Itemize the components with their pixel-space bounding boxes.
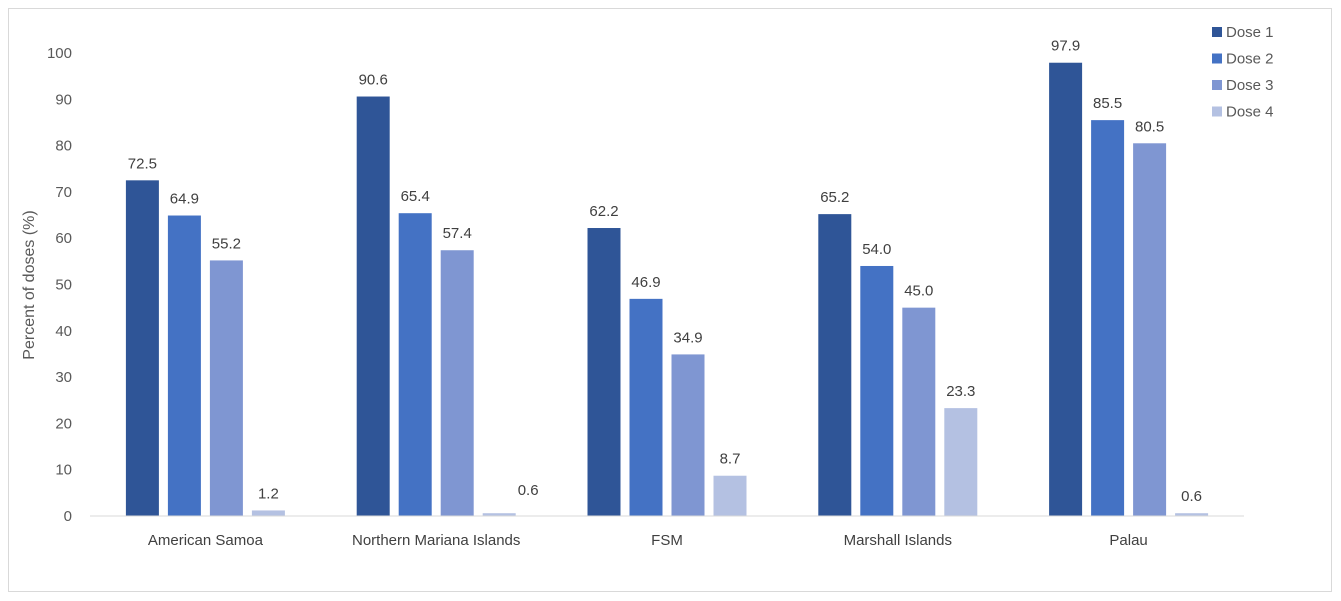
data-label: 46.9 <box>631 274 660 291</box>
bar-dose-4 <box>482 513 516 516</box>
data-label: 0.6 <box>518 482 539 499</box>
legend-label: Dose 1 <box>1226 24 1274 41</box>
y-tick-label: 100 <box>47 45 72 62</box>
y-tick-label: 80 <box>55 138 72 155</box>
bar-dose-2 <box>629 298 663 516</box>
x-category-label: American Samoa <box>148 532 264 549</box>
bar-dose-3 <box>1133 143 1167 516</box>
bar-dose-3 <box>209 260 243 516</box>
legend-swatch <box>1212 106 1222 117</box>
bar-dose-4 <box>1175 513 1209 516</box>
y-tick-label: 30 <box>55 369 72 386</box>
bar-dose-3 <box>902 307 936 516</box>
bar-dose-3 <box>671 354 705 516</box>
bar-dose-1 <box>587 228 621 516</box>
x-category-label: Marshall Islands <box>844 532 952 549</box>
bar-dose-1 <box>125 180 159 516</box>
data-label: 85.5 <box>1093 95 1122 112</box>
category-labels: American Samoa Northern Mariana Islands FS… <box>148 532 1148 549</box>
bar-dose-4 <box>944 408 978 516</box>
bar-dose-2 <box>167 215 201 516</box>
legend-label: Dose 2 <box>1226 51 1274 68</box>
bar-dose-1 <box>1049 62 1083 517</box>
data-label: 54.0 <box>862 241 891 258</box>
data-label: 65.2 <box>820 189 849 206</box>
data-label: 55.2 <box>212 235 241 252</box>
data-label: 97.9 <box>1051 38 1080 55</box>
x-category-label: Northern Mariana Islands <box>352 532 520 549</box>
legend: Dose 1 Dose 2 Dose 3 Dose 4 <box>1212 24 1274 121</box>
y-tick-label: 50 <box>55 277 72 294</box>
data-label: 62.2 <box>589 203 618 220</box>
data-label: 64.9 <box>170 191 199 208</box>
y-tick-label: 90 <box>55 91 72 108</box>
data-label: 1.2 <box>258 485 279 502</box>
data-label: 23.3 <box>946 383 975 400</box>
data-label: 34.9 <box>673 329 702 346</box>
bar-dose-2 <box>1091 120 1125 516</box>
bar-dose-4 <box>251 510 285 516</box>
data-label: 65.4 <box>401 188 430 205</box>
legend-swatch <box>1212 27 1222 37</box>
bar-dose-2 <box>398 213 432 516</box>
bars <box>125 62 1209 517</box>
bar-dose-3 <box>440 250 474 516</box>
x-category-label: FSM <box>651 532 683 549</box>
data-label: 0.6 <box>1181 488 1202 505</box>
data-label: 90.6 <box>359 72 388 89</box>
y-tick-label: 20 <box>55 415 72 432</box>
y-axis-title: Percent of doses (%) <box>21 210 38 359</box>
data-label: 57.4 <box>443 225 472 242</box>
x-category-label: Palau <box>1109 532 1147 549</box>
y-tick-label: 40 <box>55 323 72 340</box>
data-label: 8.7 <box>720 451 741 468</box>
y-tick-label: 10 <box>55 462 72 479</box>
bar-dose-2 <box>860 265 894 516</box>
legend-swatch <box>1212 80 1222 90</box>
bar-dose-1 <box>818 214 852 516</box>
data-labels: 72.5 64.9 55.2 1.2 90.6 65.4 57.4 0.6 62.2 46.9 34… <box>128 38 1202 505</box>
legend-swatch <box>1212 53 1222 64</box>
legend-label: Dose 4 <box>1226 104 1274 121</box>
data-label: 45.0 <box>904 283 933 300</box>
bar-dose-1 <box>356 96 390 516</box>
legend-label: Dose 3 <box>1226 77 1274 94</box>
data-label: 72.5 <box>128 155 157 172</box>
y-axis-ticks: 0 10 20 30 40 50 60 70 80 90 100 <box>47 45 72 525</box>
y-tick-label: 0 <box>64 508 72 525</box>
bar-dose-4 <box>713 475 747 516</box>
data-label: 80.5 <box>1135 118 1164 135</box>
y-tick-label: 60 <box>55 230 72 247</box>
y-tick-label: 70 <box>55 184 72 201</box>
